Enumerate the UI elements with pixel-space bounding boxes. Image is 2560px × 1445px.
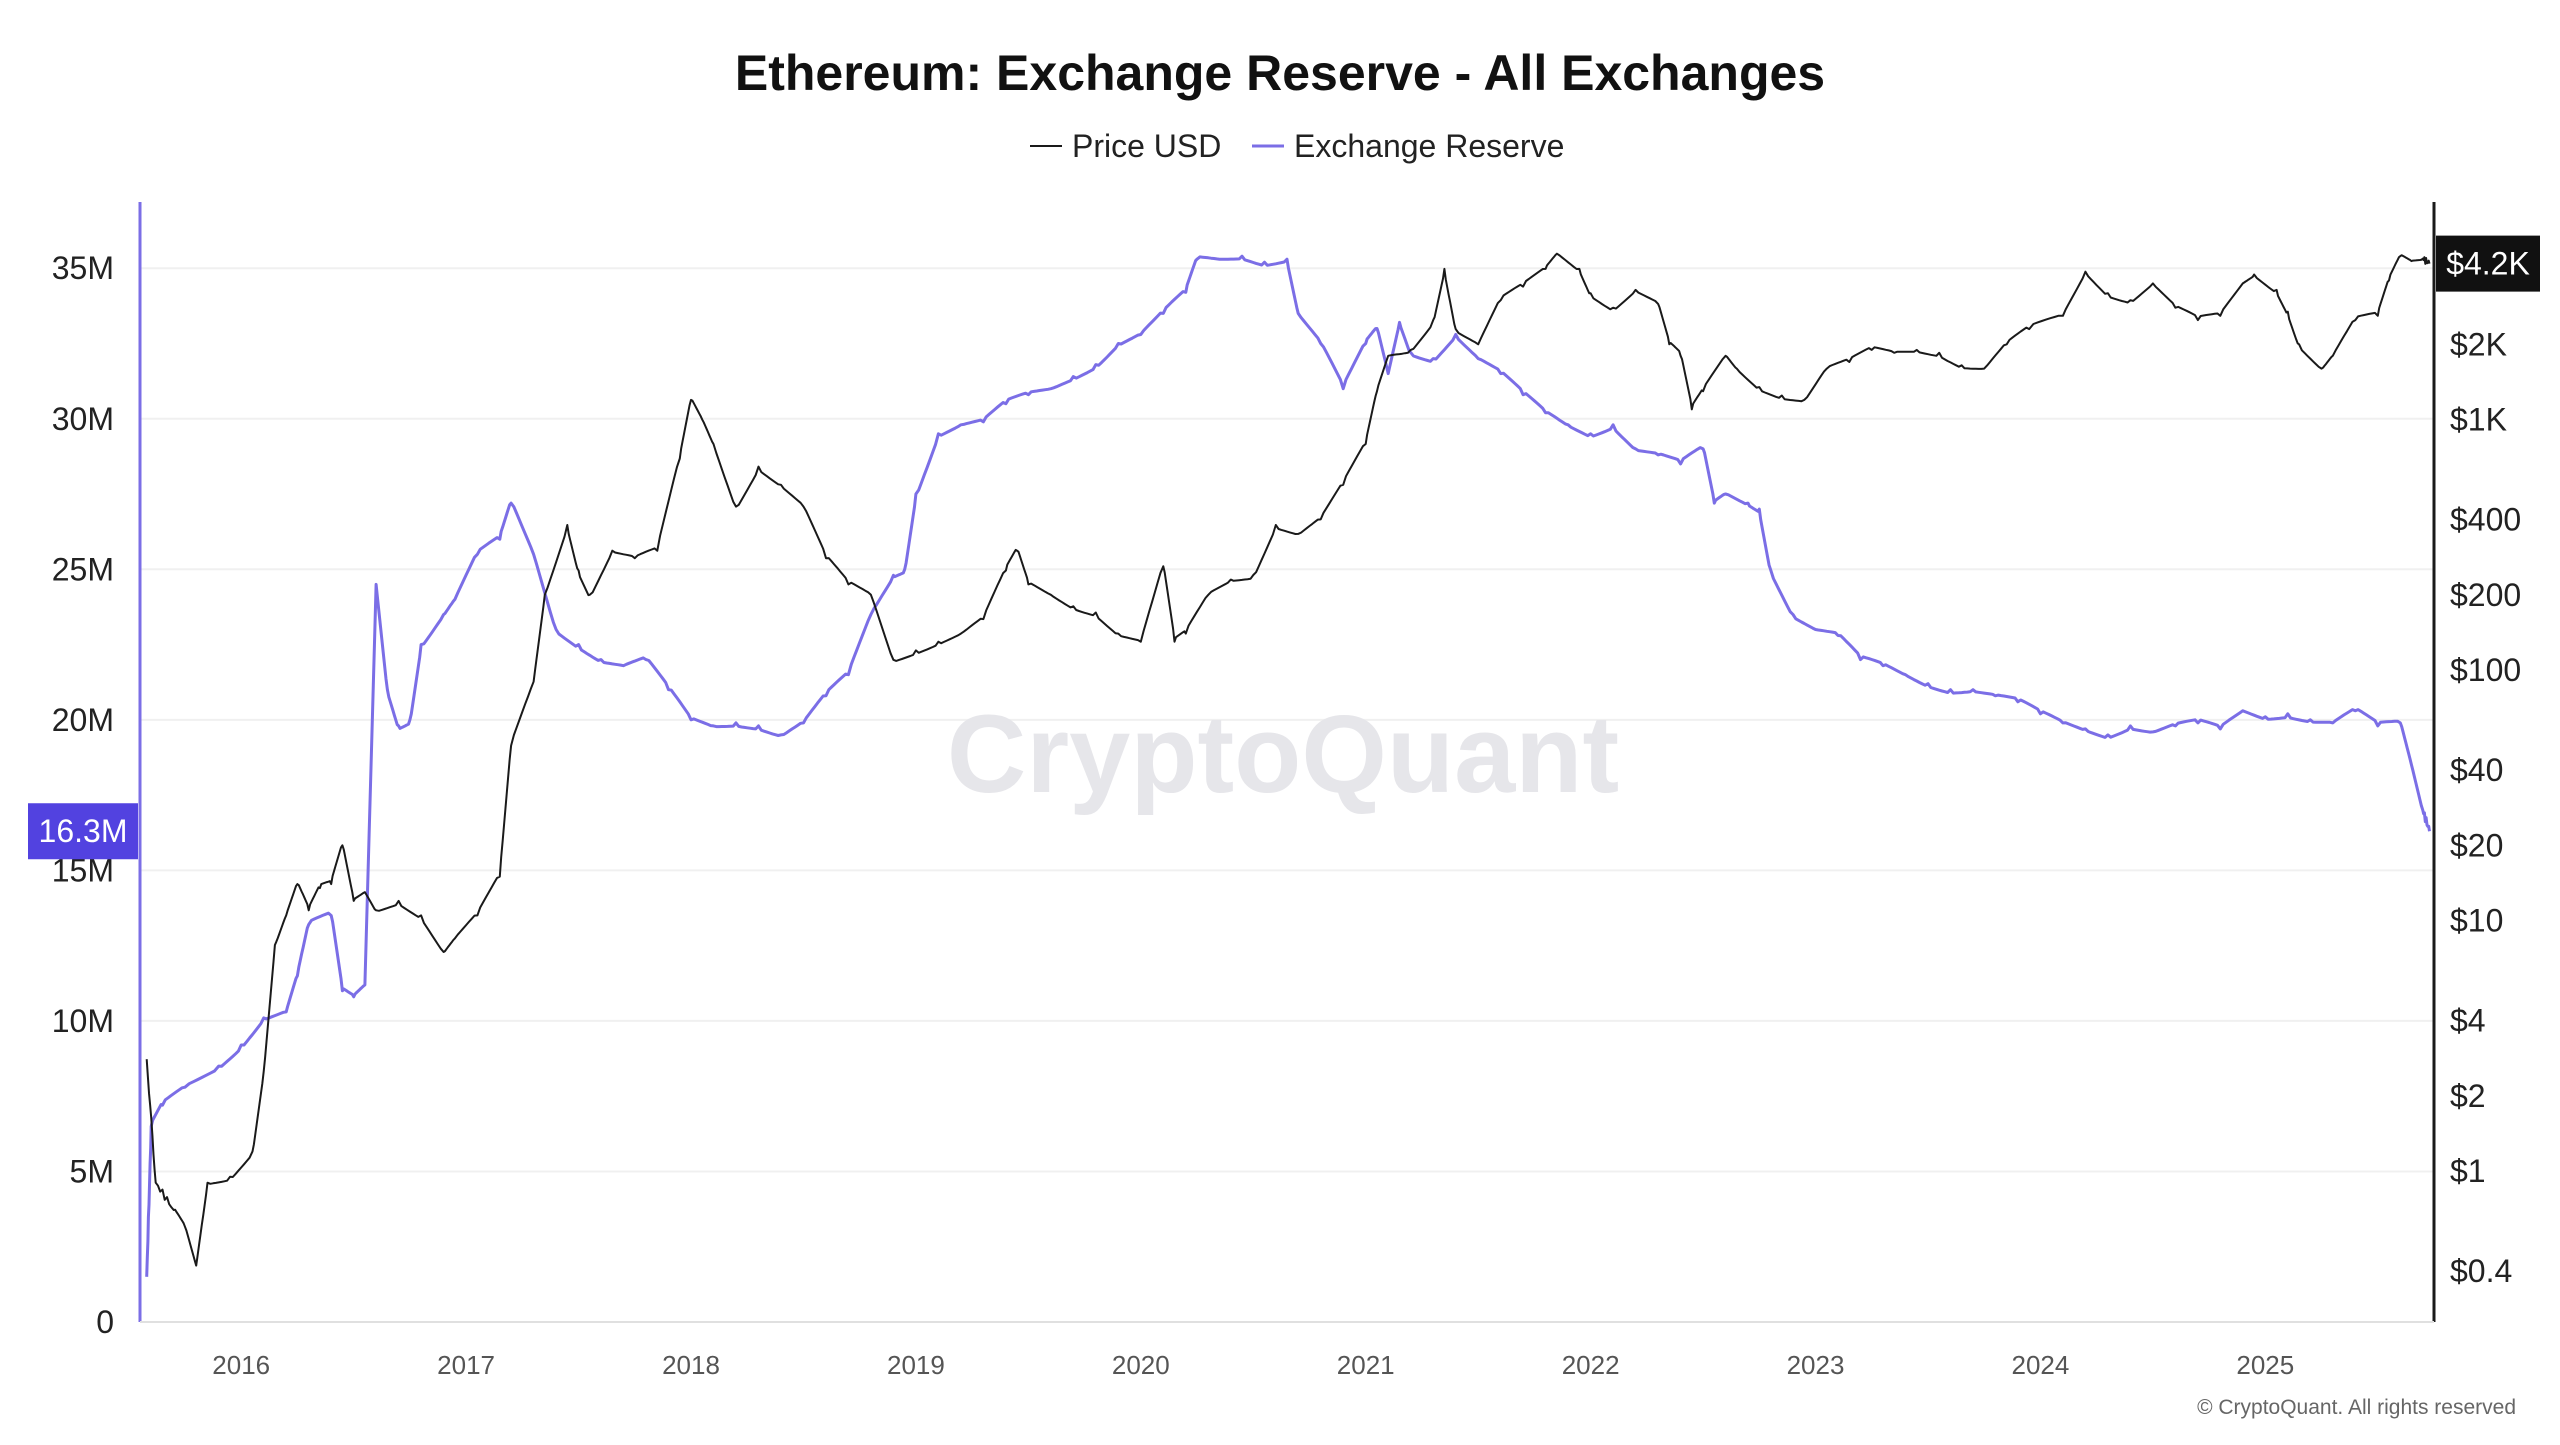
left-tick-label: 5M <box>70 1153 114 1189</box>
current-price-value: $4.2K <box>2446 246 2530 282</box>
series-price-usd-line <box>145 252 2431 1267</box>
x-tick-label: 2021 <box>1337 1350 1395 1380</box>
left-tick-label: 0 <box>96 1304 114 1340</box>
right-tick-label: $20 <box>2450 827 2503 863</box>
right-tick-label: $4 <box>2450 1002 2486 1038</box>
current-price-badge-bg <box>2436 235 2540 292</box>
right-tick-label: $0.4 <box>2450 1253 2512 1289</box>
right-tick-label: $100 <box>2450 652 2521 688</box>
watermark: CryptoQuant <box>947 693 1619 816</box>
right-tick-label: $1 <box>2450 1153 2486 1189</box>
right-axis-ticks: $0.4 $1 $2 $4 $10 $20 $40 $100 $200 $400 $1K $2K <box>2450 326 2521 1289</box>
x-tick-label: 2020 <box>1112 1350 1170 1380</box>
current-reserve-badge: 16.3M <box>28 803 138 860</box>
x-tick-label: 2025 <box>2236 1350 2294 1380</box>
x-tick-label: 2024 <box>2011 1350 2069 1380</box>
left-tick-label: 25M <box>52 551 114 587</box>
right-tick-label: $10 <box>2450 903 2503 939</box>
right-tick-label: $200 <box>2450 577 2521 613</box>
series-exchange-reserve-line <box>145 254 2431 1277</box>
x-tick-label: 2018 <box>662 1350 720 1380</box>
x-tick-label: 2016 <box>212 1350 270 1380</box>
legend: Price USD Exchange Reserve <box>1030 128 1564 164</box>
left-tick-label: 30M <box>52 401 114 437</box>
current-reserve-value: 16.3M <box>39 813 128 849</box>
current-reserve-badge-bg <box>28 803 138 860</box>
left-tick-label: 10M <box>52 1003 114 1039</box>
right-tick-label: $2K <box>2450 326 2507 362</box>
x-tick-label: 2017 <box>437 1350 495 1380</box>
legend-label-price[interactable]: Price USD <box>1072 128 1221 164</box>
left-tick-label: 35M <box>52 250 114 286</box>
right-tick-label: $40 <box>2450 752 2503 788</box>
right-tick-label: $400 <box>2450 501 2521 537</box>
right-tick-label: $2 <box>2450 1078 2486 1114</box>
legend-label-reserve[interactable]: Exchange Reserve <box>1294 128 1564 164</box>
chart-title: Ethereum: Exchange Reserve - All Exchang… <box>735 45 1825 101</box>
x-tick-label: 2022 <box>1562 1350 1620 1380</box>
x-tick-label: 2019 <box>887 1350 945 1380</box>
x-axis-ticks: 2016 2017 2018 2019 2020 2021 2022 2023 2024 2025 <box>212 1350 2294 1380</box>
copyright: © CryptoQuant. All rights reserved <box>2197 1396 2516 1419</box>
left-tick-label: 20M <box>52 702 114 738</box>
x-tick-label: 2023 <box>1787 1350 1845 1380</box>
current-price-badge: $4.2K <box>2436 235 2540 292</box>
right-tick-label: $1K <box>2450 402 2507 438</box>
